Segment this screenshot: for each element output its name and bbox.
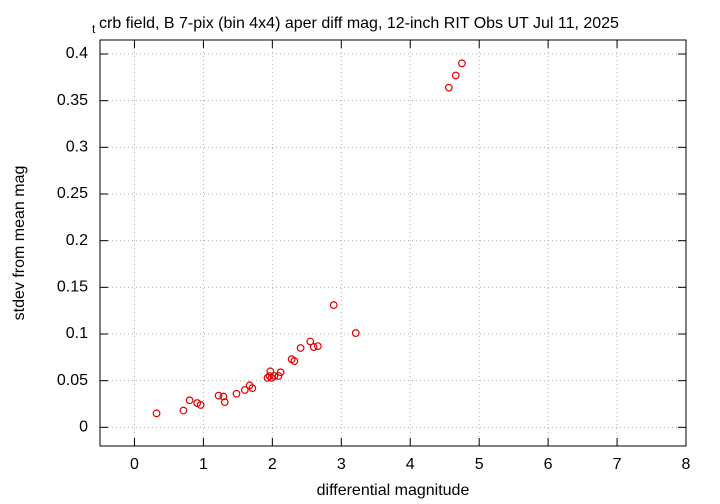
chart-title-subscript: t — [92, 22, 96, 36]
point — [458, 59, 466, 68]
point — [232, 389, 241, 398]
point — [306, 337, 315, 346]
point — [220, 398, 229, 407]
point — [248, 384, 257, 393]
y-tick-label: 0.15 — [57, 279, 88, 296]
y-tick-label: 0 — [79, 419, 88, 436]
y-tick-label: 0.1 — [66, 325, 88, 342]
y-tick-label: 0.4 — [66, 45, 88, 62]
y-tick-label: 0.35 — [57, 92, 88, 109]
plot-border — [99, 39, 687, 447]
point — [329, 301, 338, 309]
x-tick-label: 5 — [475, 456, 484, 473]
x-tick-label: 8 — [682, 456, 691, 473]
y-tick-label: 0.3 — [66, 139, 88, 156]
point — [240, 386, 249, 394]
point — [263, 373, 272, 382]
y-tick-label: 0.2 — [66, 232, 88, 249]
point — [265, 372, 274, 380]
point — [444, 83, 453, 92]
x-tick-label: 6 — [544, 456, 553, 473]
x-tick-label: 1 — [199, 456, 208, 473]
x-axis-label: differential magnitude — [317, 482, 470, 499]
y-tick-label: 0.25 — [57, 185, 88, 202]
y-tick-label: 0.05 — [57, 372, 88, 389]
x-tick-label: 3 — [337, 456, 346, 473]
x-tick-label: 7 — [613, 456, 622, 473]
point — [313, 342, 322, 351]
x-tick-label: 0 — [130, 456, 139, 473]
point — [274, 372, 283, 380]
point — [219, 392, 228, 401]
point — [179, 406, 188, 415]
point — [296, 344, 305, 352]
point — [185, 396, 194, 405]
point — [451, 71, 460, 80]
point — [196, 401, 205, 409]
point — [214, 391, 223, 400]
point — [309, 343, 318, 351]
point — [270, 372, 279, 380]
x-tick-label: 2 — [268, 456, 277, 473]
x-tick-label: 4 — [406, 456, 415, 473]
point — [290, 357, 299, 365]
y-axis-label: stdev from mean mag — [11, 166, 28, 321]
point — [152, 409, 161, 418]
point — [276, 368, 285, 377]
chart-title: crb field, B 7-pix (bin 4x4) aper diff m… — [99, 15, 619, 32]
point — [351, 329, 360, 337]
